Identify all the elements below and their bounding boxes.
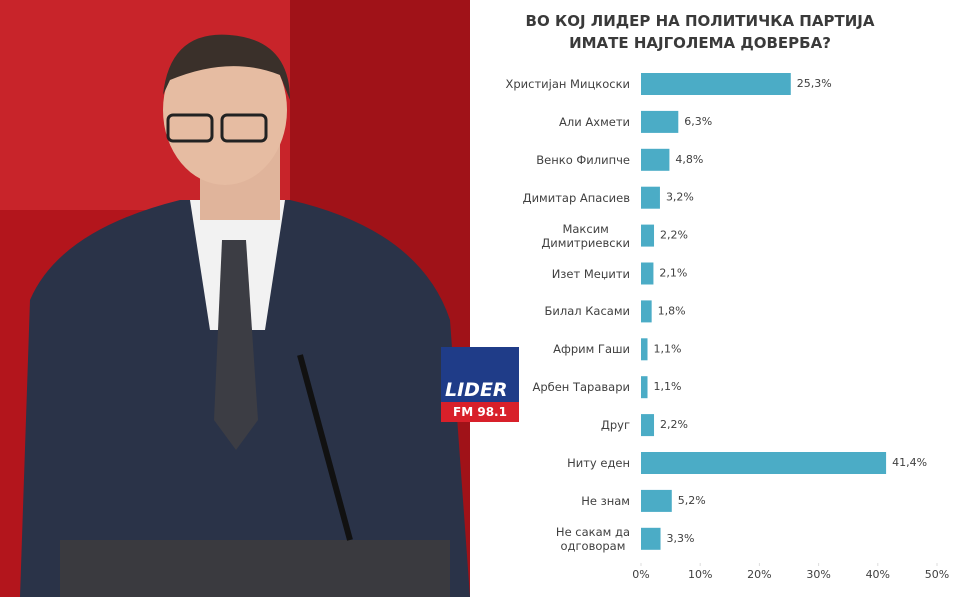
logo: LIDER FM 98.1 xyxy=(441,347,519,422)
value-label: 41,4% xyxy=(892,456,927,469)
category-label: Билал Касами xyxy=(480,293,631,329)
category-label: Максим Димитриевски xyxy=(480,218,630,254)
bar xyxy=(641,300,652,323)
value-label: 1,1% xyxy=(654,342,682,355)
x-tick-label: 50% xyxy=(925,568,949,581)
logo-name: LIDER xyxy=(445,379,508,401)
x-tick-label: 40% xyxy=(866,568,890,581)
category-text: Христијан Мицкоски xyxy=(505,77,630,91)
category-text: Не знам xyxy=(581,493,630,508)
bar xyxy=(641,186,660,209)
value-label: 25,3% xyxy=(797,77,832,90)
bar xyxy=(641,73,791,95)
value-label: 2,1% xyxy=(659,267,687,280)
bar xyxy=(641,527,661,550)
category-text: Арбен Таравари xyxy=(532,380,630,395)
category-label: Изет Меџити xyxy=(480,256,630,292)
category-label: Венко Филипче xyxy=(480,142,630,178)
category-label: Димитар Апасиев xyxy=(480,180,630,216)
bar xyxy=(641,338,648,361)
category-label: Ниту еден xyxy=(480,445,630,481)
bar xyxy=(641,414,655,437)
chart-title: ВО КОЈ ЛИДЕР НА ПОЛИТИЧКА ПАРТИЈА ИМАТЕ … xyxy=(525,12,875,52)
bar xyxy=(641,224,655,247)
value-label: 3,3% xyxy=(667,532,695,545)
category-label: Христијан Мицкоски xyxy=(480,66,630,102)
value-label: 2,2% xyxy=(660,229,688,242)
category-text: Билал Касами xyxy=(544,304,631,319)
bar xyxy=(641,376,648,399)
category-label: Не сакам да одговорам xyxy=(480,521,630,557)
bar xyxy=(641,148,670,171)
x-tick-label: 20% xyxy=(747,568,771,581)
category-text: Ниту еден xyxy=(567,456,630,470)
category-text: Димитар Апасиев xyxy=(522,190,630,205)
category-text: Венко Филипче xyxy=(536,152,630,167)
category-text: Али Ахмети xyxy=(559,114,630,129)
bar xyxy=(641,262,654,285)
value-label: 6,3% xyxy=(684,115,712,128)
category-label: Не знам xyxy=(480,483,630,519)
value-label: 1,8% xyxy=(658,304,686,317)
category-text: Изет Меџити xyxy=(551,266,630,281)
category-text: Африм Гаши xyxy=(553,342,630,357)
category-text: Не сакам да одговорам xyxy=(555,524,630,553)
bar xyxy=(641,110,679,133)
category-text: Максим Димитриевски xyxy=(541,221,630,250)
logo-frequency: FM 98.1 xyxy=(441,402,519,422)
bar xyxy=(641,452,887,474)
x-tick-label: 10% xyxy=(688,568,712,581)
category-label: Африм Гаши xyxy=(480,331,630,367)
value-label: 4,8% xyxy=(675,153,703,166)
photo xyxy=(0,0,470,597)
value-label: 3,2% xyxy=(666,191,694,204)
value-label: 1,1% xyxy=(654,380,682,393)
x-tick-label: 30% xyxy=(806,568,830,581)
x-tick-label: 0% xyxy=(632,568,649,581)
category-label: Арбен Таравари xyxy=(480,369,630,405)
value-label: 5,2% xyxy=(678,494,706,507)
value-label: 2,2% xyxy=(660,418,688,431)
bar xyxy=(641,489,672,512)
category-label: Али Ахмети xyxy=(480,104,630,140)
category-text: Друг xyxy=(600,418,630,433)
category-label: Друг xyxy=(480,407,630,443)
